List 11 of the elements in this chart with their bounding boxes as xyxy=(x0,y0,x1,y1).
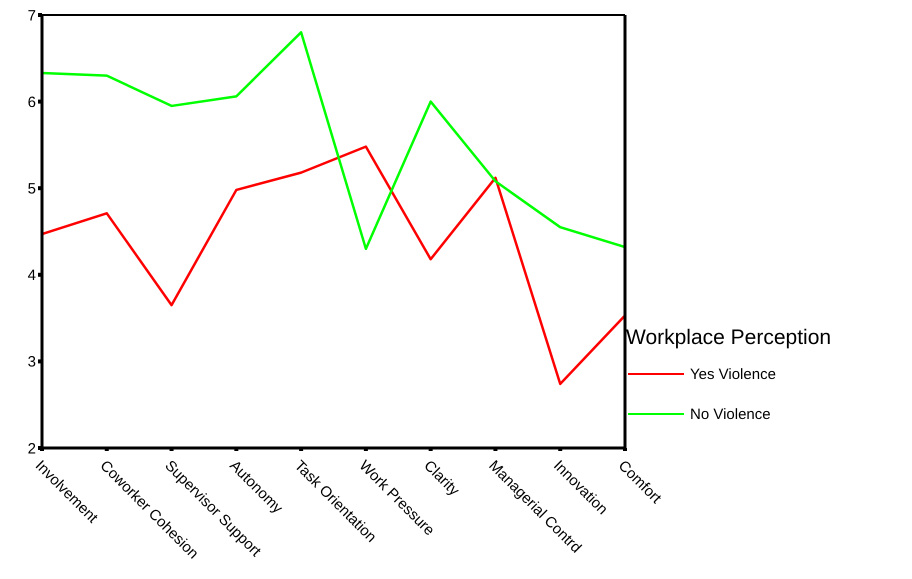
line-series xyxy=(42,31,625,250)
y-tick-label: 3 xyxy=(28,354,36,371)
legend-label: Yes Violence xyxy=(690,366,776,382)
legend-title: Workplace Perception xyxy=(626,326,832,350)
line-series xyxy=(42,145,625,386)
legend-label: No Violence xyxy=(690,406,771,422)
y-tick-label: 4 xyxy=(28,267,36,284)
y-tick-label: 7 xyxy=(28,7,36,24)
y-tick-label: 2 xyxy=(28,440,36,458)
y-tick-label: 6 xyxy=(28,94,36,111)
y-tick-label: 5 xyxy=(28,180,36,198)
